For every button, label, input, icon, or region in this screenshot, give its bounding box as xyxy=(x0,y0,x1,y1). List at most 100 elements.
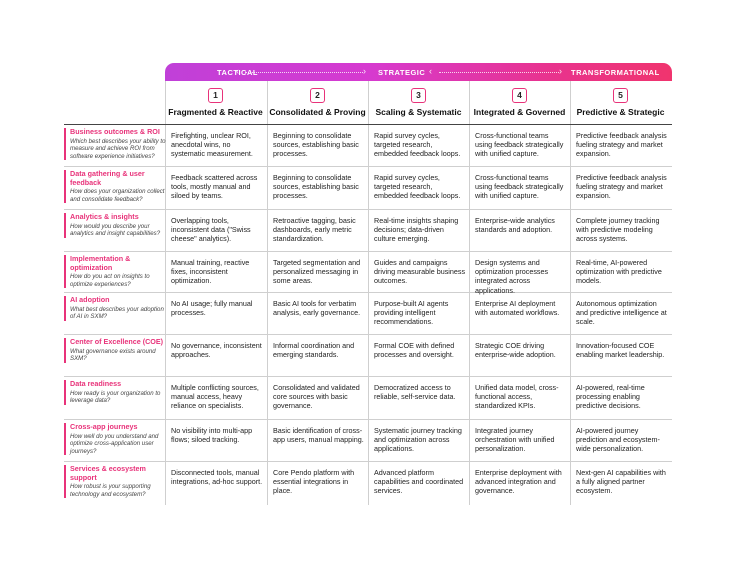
matrix-cell: Cross-functional teams using feedback st… xyxy=(475,173,564,201)
matrix-cell: Innovation-focused COE enabling market l… xyxy=(576,341,665,360)
row-label: Cross-app journeys How well do you unders… xyxy=(64,422,166,456)
matrix-cell: Unified data model, cross-functional acc… xyxy=(475,383,559,411)
column-header-1: 1 Fragmented & Reactive xyxy=(165,81,266,124)
row-label: Analytics & insights How would you descri… xyxy=(64,212,166,238)
row-divider xyxy=(64,461,672,462)
phase-transformational: TRANSFORMATIONAL xyxy=(571,68,660,77)
matrix-cell: Multiple conflicting sources, manual acc… xyxy=(171,383,259,411)
matrix-cell: Firefighting, unclear ROI, anecdotal win… xyxy=(171,131,253,159)
row-label: Services & ecosystem support How robust i… xyxy=(64,464,166,499)
matrix-cell: Autonomous optimization and predictive i… xyxy=(576,299,667,327)
matrix-cell: Consolidated and validated core sources … xyxy=(273,383,360,411)
column-header-3: 3 Scaling & Systematic xyxy=(368,81,469,124)
column-divider xyxy=(368,81,369,505)
row-title: Data readiness xyxy=(70,379,122,388)
matrix-cell: Manual training, reactive fixes, inconsi… xyxy=(171,258,250,286)
phase-divider xyxy=(439,72,559,73)
row-title: AI adoption xyxy=(70,295,110,304)
column-divider xyxy=(165,81,166,505)
level-title: Consolidated & Proving xyxy=(269,107,366,117)
level-number-badge: 3 xyxy=(411,88,426,103)
matrix-cell: Systematic journey tracking and optimiza… xyxy=(374,426,462,454)
phase-tactical: TACTICAL xyxy=(217,68,258,77)
phase-strategic: STRATEGIC xyxy=(378,68,426,77)
matrix-cell: Informal coordination and emerging stand… xyxy=(273,341,355,360)
matrix-cell: Real-time, AI-powered optimization with … xyxy=(576,258,662,286)
matrix-cell: Disconnected tools, manual integrations,… xyxy=(171,468,263,487)
level-title: Integrated & Governed xyxy=(473,107,566,117)
matrix-cell: Rapid survey cycles, targeted research, … xyxy=(374,173,461,201)
level-number-badge: 4 xyxy=(512,88,527,103)
phase-divider xyxy=(245,72,363,73)
level-number-badge: 2 xyxy=(310,88,325,103)
row-label: Business outcomes & ROI Which best descri… xyxy=(64,127,166,161)
row-divider xyxy=(64,166,672,167)
row-question: What best describes your adoption of AI … xyxy=(70,305,164,321)
maturity-phase-band: TACTICAL ‹ › STRATEGIC ‹ › TRANSFORMATIO… xyxy=(165,63,672,81)
row-title: Business outcomes & ROI xyxy=(70,127,160,136)
matrix-cell: Beginning to consolidate sources, establ… xyxy=(273,131,359,159)
matrix-cell: Formal COE with defined processes and ov… xyxy=(374,341,455,360)
matrix-cell: No governance, inconsistent approaches. xyxy=(171,341,262,360)
row-question: Which best describes your ability to mea… xyxy=(70,137,166,160)
matrix-cell: Integrated journey orchestration with un… xyxy=(475,426,555,454)
row-divider xyxy=(64,292,672,293)
matrix-cell: Democratized access to reliable, self-se… xyxy=(374,383,456,402)
row-question: What governance exists around SXM? xyxy=(70,347,156,363)
matrix-cell: Enterprise deployment with advanced inte… xyxy=(475,468,562,496)
row-question: How do you act on insights to optimize e… xyxy=(70,273,150,288)
matrix-cell: Complete journey tracking with predictiv… xyxy=(576,216,660,244)
column-header-4: 4 Integrated & Governed xyxy=(469,81,570,124)
row-divider xyxy=(64,209,672,210)
chevron-left-icon: ‹ xyxy=(429,66,433,76)
matrix-cell: Enterprise-wide analytics standards and … xyxy=(475,216,555,235)
matrix-cell: Overlapping tools, inconsistent data ("S… xyxy=(171,216,251,244)
row-label: Center of Excellence (COE) What governanc… xyxy=(64,337,166,363)
matrix-cell: Basic identification of cross-app users,… xyxy=(273,426,364,445)
matrix-cell: No AI usage; fully manual processes. xyxy=(171,299,253,318)
row-divider xyxy=(64,376,672,377)
level-title: Predictive & Strategic xyxy=(576,107,665,117)
matrix-cell: Strategic COE driving enterprise-wide ad… xyxy=(475,341,556,360)
matrix-cell: Real-time insights shaping decisions; da… xyxy=(374,216,459,244)
matrix-cell: Predictive feedback analysis fueling str… xyxy=(576,173,667,201)
row-divider xyxy=(64,124,672,125)
row-question: How does your organization collect and c… xyxy=(70,188,165,203)
chevron-right-icon: › xyxy=(363,66,367,76)
matrix-cell: No visibility into multi-app flows; silo… xyxy=(171,426,253,445)
column-divider xyxy=(469,81,470,505)
row-title: Center of Excellence (COE) xyxy=(70,337,164,346)
chevron-right-icon: › xyxy=(559,66,563,76)
level-number-badge: 1 xyxy=(208,88,223,103)
matrix-cell: Guides and campaigns driving measurable … xyxy=(374,258,466,286)
row-question: How ready is your organization to levera… xyxy=(70,389,161,405)
matrix-cell: Next-gen AI capabilities with a fully al… xyxy=(576,468,666,496)
matrix-cell: Core Pendo platform with essential integ… xyxy=(273,468,355,496)
chevron-left-icon: ‹ xyxy=(236,66,240,76)
row-divider xyxy=(64,334,672,335)
level-number-badge: 5 xyxy=(613,88,628,103)
matrix-cell: Predictive feedback analysis fueling str… xyxy=(576,131,667,159)
matrix-cell: Feedback scattered across tools, mostly … xyxy=(171,173,258,201)
matrix-cell: Purpose-built AI agents providing intell… xyxy=(374,299,449,327)
row-label: Data readiness How ready is your organiza… xyxy=(64,379,166,405)
row-label: AI adoption What best describes your adop… xyxy=(64,295,166,321)
matrix-cell: AI-powered, real-time processing enablin… xyxy=(576,383,645,411)
row-title: Data gathering & user feedback xyxy=(70,169,145,187)
row-divider xyxy=(64,251,672,252)
row-label: Implementation & optimization How do you … xyxy=(64,254,166,289)
matrix-cell: Design systems and optimization processe… xyxy=(475,258,549,295)
matrix-cell: Cross-functional teams using feedback st… xyxy=(475,131,564,159)
column-header-5: 5 Predictive & Strategic xyxy=(570,81,671,124)
column-header-2: 2 Consolidated & Proving xyxy=(267,81,368,124)
matrix-cell: Rapid survey cycles, targeted research, … xyxy=(374,131,461,159)
matrix-cell: Enterprise AI deployment with automated … xyxy=(475,299,560,318)
level-title: Scaling & Systematic xyxy=(375,107,462,117)
row-label: Data gathering & user feedback How does y… xyxy=(64,169,166,204)
matrix-cell: Beginning to consolidate sources, establ… xyxy=(273,173,359,201)
matrix-cell: Basic AI tools for verbatim analysis, ea… xyxy=(273,299,361,318)
matrix-cell: Retroactive tagging, basic dashboards, e… xyxy=(273,216,356,244)
row-title: Analytics & insights xyxy=(70,212,139,221)
level-title: Fragmented & Reactive xyxy=(168,107,263,117)
matrix-cell: Advanced platform capabilities and coord… xyxy=(374,468,464,496)
